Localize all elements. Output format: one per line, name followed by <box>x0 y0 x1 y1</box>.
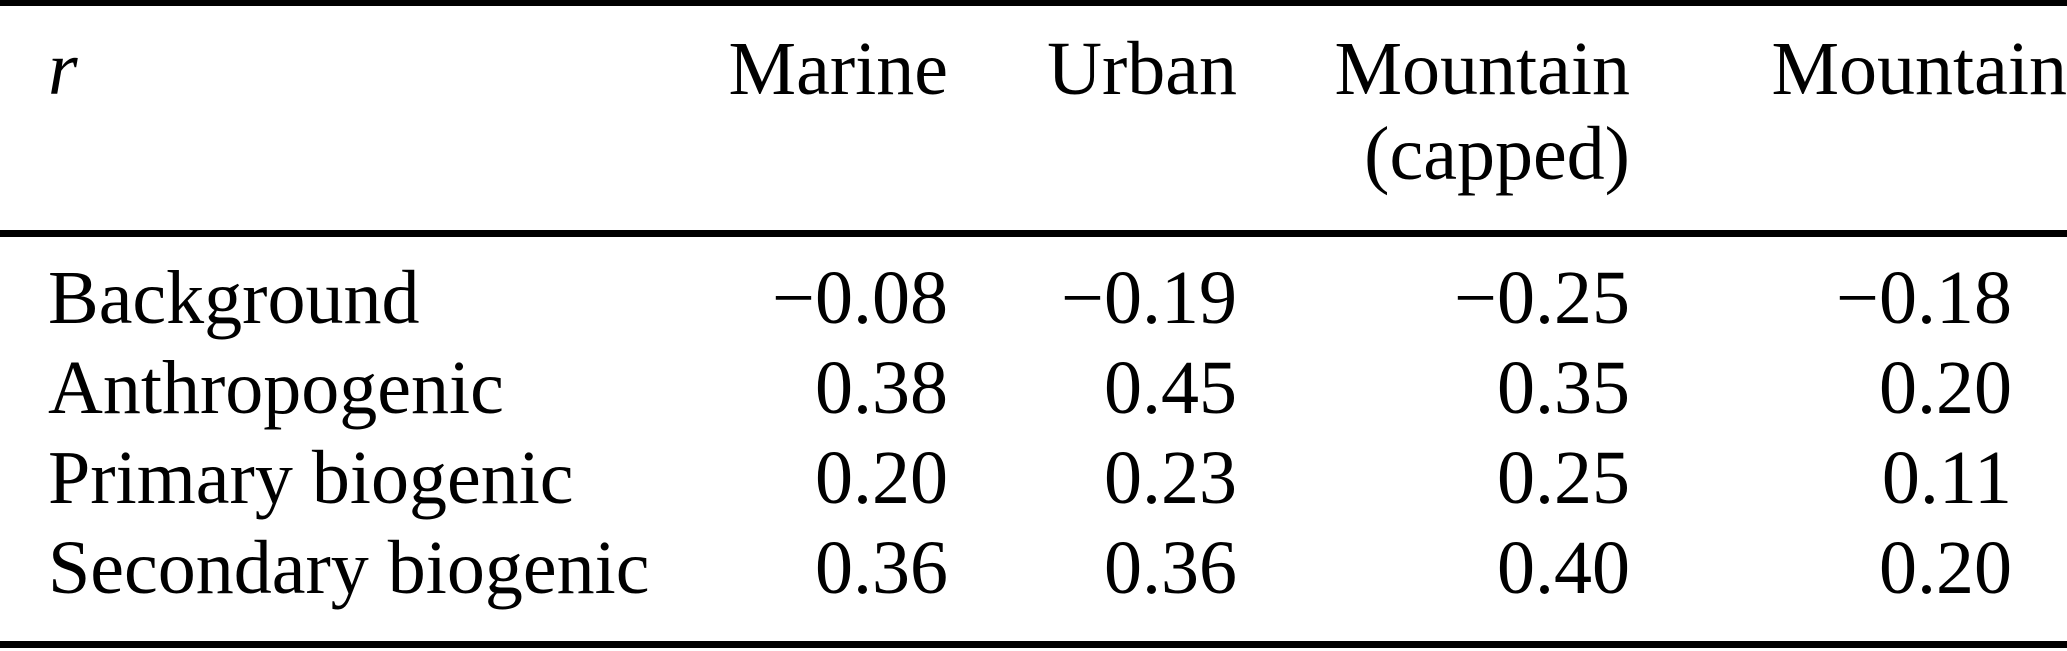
table-row-anthropogenic: Anthropogenic 0.38 0.45 0.35 0.20 <box>0 343 2067 433</box>
value-cell: 0.35 <box>1497 346 1630 430</box>
column-header-urban: Urban <box>948 3 1237 237</box>
column-header-mountain-capped: Mountain (capped) <box>1237 3 1630 237</box>
corner-header-r: r <box>0 3 660 237</box>
row-label: Primary biogenic <box>48 436 574 520</box>
value-cell: −0.08 <box>772 256 948 340</box>
table-row-primary-biogenic: Primary biogenic 0.20 0.23 0.25 0.11 <box>0 433 2067 523</box>
value-cell: 0.45 <box>1104 346 1237 430</box>
value-cell: 0.20 <box>815 436 948 520</box>
row-label: Anthropogenic <box>48 346 504 430</box>
value-cell: −0.19 <box>1061 256 1237 340</box>
value-cell: 0.38 <box>815 346 948 430</box>
table-header: r Marine Urban Mountain (capped) Mountai… <box>0 3 2067 237</box>
row-label: Background <box>48 256 420 340</box>
value-cell: 0.40 <box>1497 526 1630 610</box>
table-row-secondary-biogenic: Secondary biogenic 0.36 0.36 0.40 0.20 <box>0 523 2067 645</box>
column-header-marine: Marine <box>660 3 948 237</box>
table-body: Background −0.08 −0.19 −0.25 −0.18 Anthr… <box>0 234 2067 645</box>
column-header-label: Mountain <box>1334 27 1630 111</box>
value-cell: 0.36 <box>815 526 948 610</box>
column-header-label: Mountain <box>1771 27 2067 111</box>
column-header-mountain: Mountain <box>1630 3 2067 237</box>
column-header-sublabel: (capped) <box>1364 112 1630 196</box>
value-cell: −0.18 <box>1836 256 2012 340</box>
value-cell: 0.25 <box>1497 436 1630 520</box>
value-cell: 0.36 <box>1104 526 1237 610</box>
value-cell: 0.23 <box>1104 436 1237 520</box>
column-header-label: Urban <box>1047 27 1237 111</box>
value-cell: −0.25 <box>1454 256 1630 340</box>
column-header-label: Marine <box>728 27 948 111</box>
value-cell: 0.20 <box>1879 346 2012 430</box>
row-label: Secondary biogenic <box>48 526 650 610</box>
header-row: r Marine Urban Mountain (capped) Mountai… <box>0 3 2067 237</box>
value-cell: 0.20 <box>1879 526 2012 610</box>
table-row-background: Background −0.08 −0.19 −0.25 −0.18 <box>0 234 2067 344</box>
value-cell: 0.11 <box>1881 436 2012 520</box>
